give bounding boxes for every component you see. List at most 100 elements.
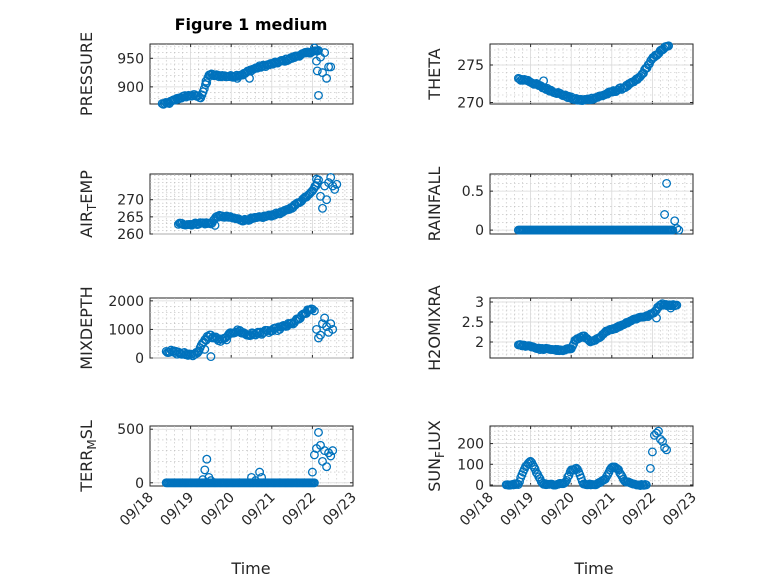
data-point [309,43,319,53]
data-point [652,313,661,323]
data-point [330,184,340,194]
y-axis-label: THETA [425,48,444,100]
subplot-mixdepth: 0 1000 2000 MIXDEPTH [77,286,354,370]
plot-area [489,173,694,235]
data-point [200,344,210,354]
data-point [672,224,682,233]
subplot-pressure: 900 950 PRESSURE [77,32,354,116]
data-point [322,195,332,205]
data-point [312,66,322,76]
y-tick-label: 500 [117,422,144,438]
y-tick-label: 0 [475,478,484,494]
y-tick-label: 0 [135,476,144,492]
x-tick-label: 09/22 [619,490,659,530]
subplot-h2omixra: 2 2.5 3 H2OMIXRA [425,285,694,371]
figure-title: Figure 1 medium [175,15,328,34]
data-point [674,225,684,235]
x-tick-label: 09/18 [457,490,497,530]
data-point [660,443,670,453]
x-tick-label: 09/20 [538,490,578,530]
subplot-rainfall: 0 0.5 RAINFALL [425,167,694,242]
data-point [314,427,323,437]
data-point [563,472,573,482]
y-tick-label: 0.5 [462,184,484,200]
x-axis-label-left: Time [230,559,270,578]
x-axis-label-right: Time [573,559,613,578]
data-point [645,463,655,473]
x-tick-label: 09/22 [279,490,319,530]
y-axis-label: TERRMSL [77,420,99,493]
data-point [320,313,330,323]
x-tick-label: 09/18 [117,490,157,530]
data-point [534,472,544,482]
y-tick-label: 2 [475,335,484,351]
data-point [666,303,676,313]
subplot-sunflux: 0 100 200 SUNFLUX 09/18 09/19 09/20 09/21 09/22 0… [425,420,700,529]
y-axis-label: AIRTEMP [77,170,99,238]
x-tick-label: 09/23 [660,490,700,530]
y-tick-label: 2000 [108,294,144,310]
data-point [652,428,661,438]
data-point [312,174,321,184]
data-point [206,476,216,486]
data-point [257,472,267,482]
y-tick-label: 1000 [108,322,144,338]
data-point [307,304,317,314]
data-point [200,465,210,475]
y-tick-label: 900 [117,80,144,96]
x-tick-label: 09/21 [239,490,279,530]
x-tick-label: 09/23 [320,490,360,530]
y-tick-label: 950 [117,51,144,67]
data-point [660,210,670,219]
y-tick-label: 270 [117,193,144,209]
data-point [316,330,325,340]
data-point [658,437,667,446]
data-point [662,445,672,455]
y-tick-label: 270 [457,96,484,112]
y-axis-label: RAINFALL [425,167,444,242]
y-tick-label: 265 [117,210,144,226]
data-point [326,172,336,182]
data-point [193,348,203,358]
data-point [322,73,332,83]
y-tick-label: 2.5 [462,315,484,331]
data-point [328,446,338,456]
data-point [314,90,323,100]
data-point [322,462,332,472]
y-tick-label: 0 [475,223,484,239]
y-tick-label: 3 [475,295,484,311]
data-point [569,465,579,475]
plot-area [149,425,354,487]
y-axis-label: MIXDEPTH [77,286,96,369]
data-point [326,451,336,461]
y-tick-label: 260 [117,227,144,243]
data-point [668,225,678,235]
data-point [210,220,220,230]
y-tick-label: 275 [457,58,484,74]
y-axis-label: PRESSURE [77,32,96,116]
data-point [647,447,657,457]
data-point [201,76,211,86]
plot-area [149,297,354,359]
y-tick-label: 0 [135,351,144,367]
data-point [309,306,319,316]
y-tick-label: 200 [457,437,484,453]
data-point [654,426,663,436]
data-point [328,324,338,334]
data-point [332,179,342,189]
data-point [232,73,242,83]
data-point [245,73,254,83]
data-point [326,319,336,329]
subplot-theta: 270 275 THETA [425,41,694,112]
x-tick-label: 09/19 [498,490,538,530]
y-axis-label: H2OMIXRA [425,285,444,371]
data-point [664,41,674,51]
data-point [662,178,672,188]
data-point [307,467,317,477]
y-tick-label: 100 [457,457,484,473]
data-point [560,477,570,487]
data-point [318,203,327,213]
